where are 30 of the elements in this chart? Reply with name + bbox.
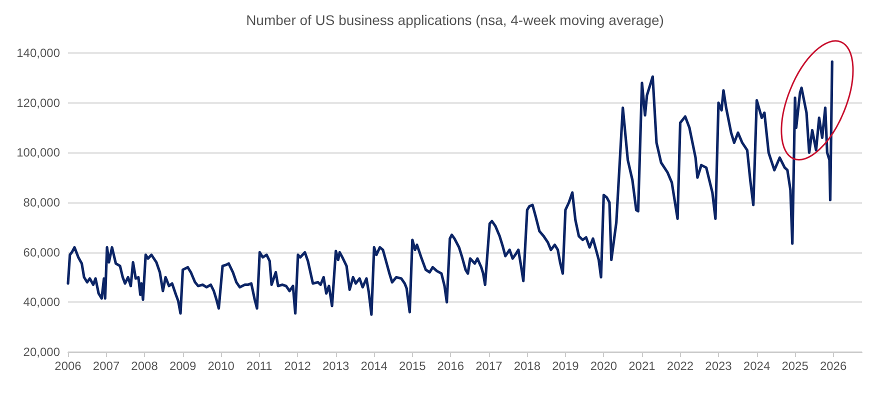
x-tick-label: 2022 — [666, 359, 694, 373]
x-tick-label: 2023 — [705, 359, 732, 373]
x-tick-label: 2012 — [284, 359, 312, 373]
x-tick-label: 2021 — [628, 359, 656, 373]
chart-title: Number of US business applications (nsa, 4-week moving average) — [246, 12, 664, 28]
x-tick-label: 2007 — [92, 359, 120, 373]
y-tick-label: 120,000 — [16, 96, 60, 110]
y-tick-label: 40,000 — [23, 295, 60, 310]
x-tick-label: 2017 — [476, 359, 503, 373]
y-tick-label: 100,000 — [16, 146, 60, 160]
x-tick-label: 2019 — [552, 359, 580, 373]
y-tick-label: 140,000 — [16, 46, 60, 60]
x-tick-label: 2008 — [131, 359, 158, 373]
x-tick-label: 2024 — [743, 359, 770, 373]
y-tick-label: 60,000 — [23, 245, 60, 260]
x-tick-label: 2010 — [208, 359, 235, 373]
x-tick-label: 2015 — [399, 359, 426, 373]
x-tick-label: 2009 — [169, 359, 196, 373]
x-tick-label: 2018 — [514, 359, 541, 373]
x-tick-label: 2014 — [360, 359, 388, 373]
x-tick-label: 2020 — [590, 359, 618, 373]
line-series — [66, 60, 834, 316]
x-tick-label: 2026 — [820, 359, 847, 373]
y-tick-label: 20,000 — [23, 345, 60, 359]
y-tick-label: 80,000 — [23, 196, 60, 210]
x-tick-label: 2025 — [782, 359, 809, 373]
x-tick-label: 2011 — [246, 359, 273, 373]
x-tick-label: 2006 — [54, 359, 82, 373]
x-tick-label: 2016 — [437, 359, 464, 373]
x-tick-label: 2013 — [322, 359, 350, 373]
